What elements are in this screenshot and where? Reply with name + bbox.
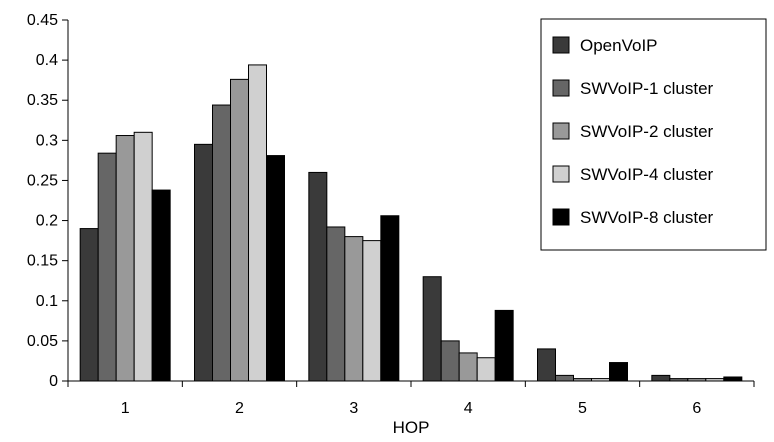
bar-swvoip-2-cluster-hop-3 (344, 236, 364, 382)
legend-label: SWVoIP-8 cluster (580, 208, 714, 227)
legend-swatch (552, 79, 570, 97)
bar-openvoip-hop-4 (422, 276, 442, 382)
bar-openvoip-hop-6 (651, 374, 671, 382)
bar-swvoip-1-cluster-hop-3 (326, 226, 346, 382)
x-tick-label: 5 (578, 400, 587, 417)
legend-swatch (552, 36, 570, 54)
bar-swvoip-8-cluster-hop-2 (266, 155, 285, 382)
y-tick-label: 0.25 (27, 172, 58, 189)
x-tick-label: 2 (235, 400, 244, 417)
bar-swvoip-1-cluster-hop-5 (555, 374, 574, 382)
bar-swvoip-8-cluster-hop-1 (151, 189, 171, 382)
bar-swvoip-8-cluster-hop-3 (380, 215, 400, 382)
bar-swvoip-1-cluster-hop-1 (97, 152, 117, 382)
x-tick-label: 3 (349, 400, 358, 417)
x-tick-label: 6 (692, 400, 701, 417)
bar-openvoip-hop-3 (308, 171, 328, 382)
bar-swvoip-4-cluster-hop-2 (248, 64, 267, 382)
bar-swvoip-2-cluster-hop-2 (230, 78, 249, 382)
y-tick-label: 0.4 (36, 52, 58, 69)
bar-group (79, 64, 743, 382)
bar-swvoip-8-cluster-hop-4 (494, 309, 514, 382)
bar-swvoip-2-cluster-hop-1 (115, 135, 135, 382)
bar-swvoip-4-cluster-hop-3 (362, 240, 382, 382)
y-tick-label: 0.3 (36, 132, 58, 149)
legend-swatch (552, 122, 570, 140)
bar-swvoip-2-cluster-hop-4 (458, 352, 478, 382)
bar-swvoip-1-cluster-hop-2 (212, 104, 231, 382)
legend-label: OpenVoIP (580, 36, 658, 55)
bar-openvoip-hop-2 (194, 143, 213, 382)
y-tick-label: 0.35 (27, 92, 58, 109)
legend-swatch (552, 208, 570, 226)
legend-label: SWVoIP-1 cluster (580, 79, 714, 98)
x-axis-title: HOP (393, 418, 430, 437)
bar-swvoip-4-cluster-hop-4 (476, 357, 496, 382)
bar-openvoip-hop-1 (79, 228, 99, 382)
y-tick-label: 0.15 (27, 253, 58, 270)
x-tick-label: 4 (464, 400, 473, 417)
y-ticks: 0 0.05 0.1 0.15 0.2 0.25 0.3 0.35 0.4 0.45 (27, 12, 68, 390)
bar-swvoip-1-cluster-hop-4 (440, 340, 460, 382)
x-tick-label: 1 (121, 400, 130, 417)
y-tick-label: 0.2 (36, 213, 58, 230)
legend-label: SWVoIP-2 cluster (580, 122, 714, 141)
bar-swvoip-8-cluster-hop-6 (723, 376, 743, 382)
y-tick-label: 0 (49, 373, 58, 390)
bar-swvoip-4-cluster-hop-1 (133, 131, 153, 382)
x-ticks: 1 2 3 4 5 6 (67, 381, 755, 417)
legend-label: SWVoIP-4 cluster (580, 165, 714, 184)
legend-swatch (552, 165, 570, 183)
y-tick-label: 0.45 (27, 12, 58, 29)
legend: OpenVoIP SWVoIP-1 cluster SWVoIP-2 cluster… (540, 18, 767, 251)
bar-swvoip-8-cluster-hop-5 (609, 362, 628, 382)
bar-openvoip-hop-5 (537, 348, 556, 382)
y-tick-label: 0.1 (36, 293, 58, 310)
legend-box (540, 18, 767, 251)
y-tick-label: 0.05 (27, 333, 58, 350)
